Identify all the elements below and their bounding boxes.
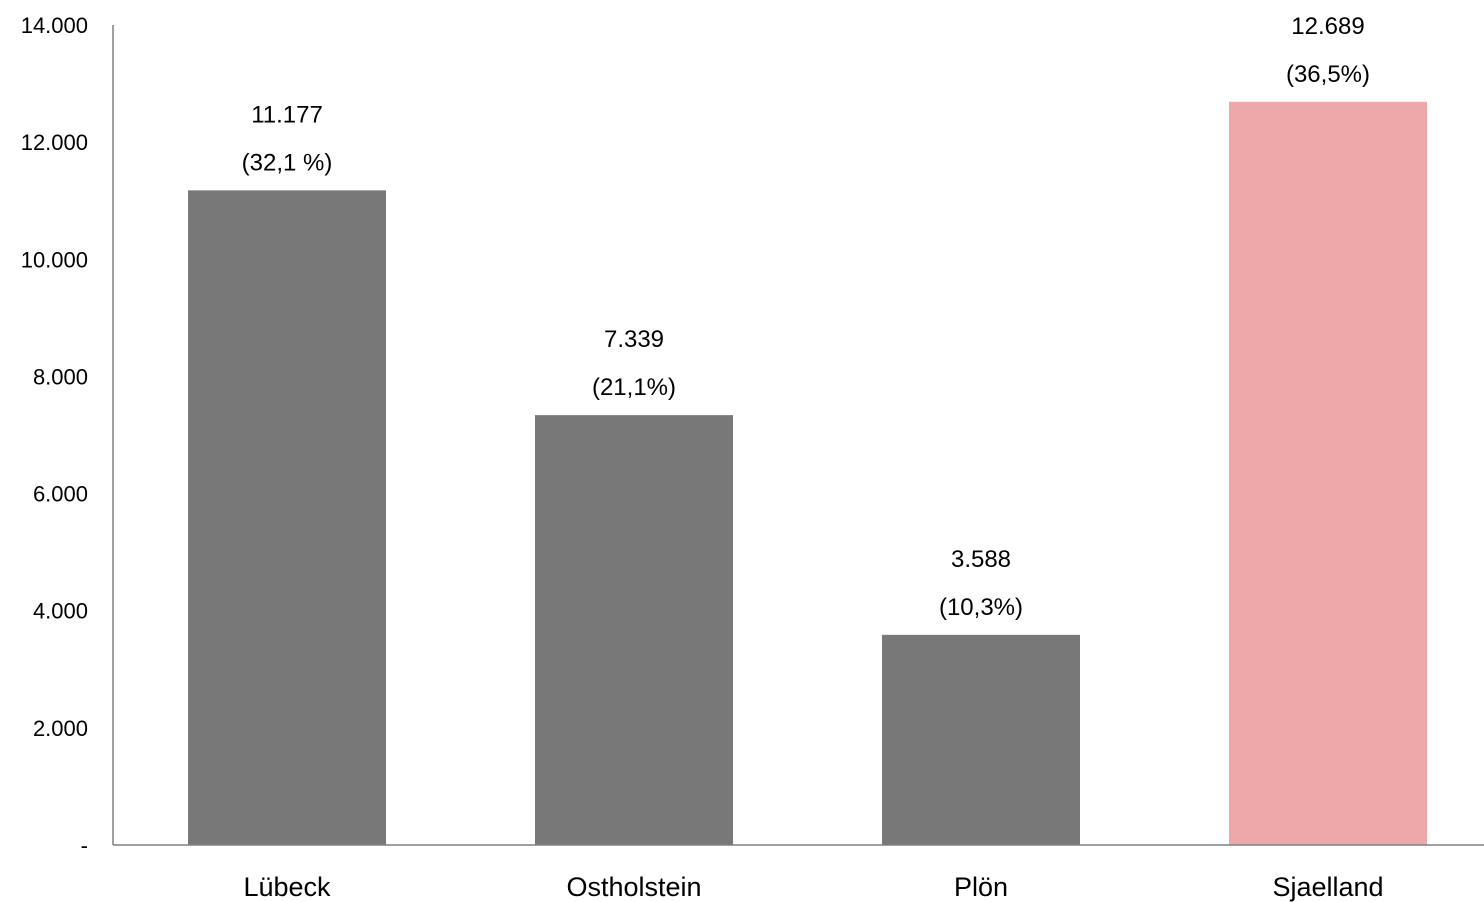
y-tick-label: 14.000 bbox=[21, 13, 88, 38]
value-label-sjaelland: 12.689 bbox=[1291, 13, 1364, 40]
category-label-ostholstein: Ostholstein bbox=[566, 872, 701, 902]
y-tick-label: 10.000 bbox=[21, 247, 88, 272]
category-label-lubeck: Lübeck bbox=[243, 872, 331, 902]
value-label-plon: 3.588 bbox=[951, 546, 1011, 573]
value-label-lubeck: 11.177 bbox=[251, 101, 323, 128]
y-tick-label: 2.000 bbox=[33, 716, 88, 741]
bar-plon bbox=[882, 634, 1080, 845]
bar-ostholstein bbox=[535, 415, 733, 845]
category-label-sjaelland: Sjaelland bbox=[1272, 872, 1383, 902]
category-label-plon: Plön bbox=[954, 872, 1008, 902]
y-tick-label: 8.000 bbox=[33, 364, 88, 389]
data-labels: 11.177 (32,1 %) 7.339 (21,1%) 3.588 (10,3%) 12… bbox=[242, 13, 1370, 621]
y-axis-ticks: - 2.000 4.000 6.000 8.000 10.000 12.000 14.000 bbox=[21, 13, 88, 858]
x-axis-labels: Lübeck Ostholstein Plön Sjaelland bbox=[243, 872, 1383, 902]
share-label-plon: (10,3%) bbox=[939, 594, 1023, 621]
bar-sjaelland bbox=[1229, 101, 1427, 846]
bars bbox=[188, 101, 1427, 846]
share-label-lubeck: (32,1 %) bbox=[242, 149, 333, 176]
bar-lubeck bbox=[188, 190, 386, 845]
y-tick-label: - bbox=[81, 833, 88, 858]
share-label-ostholstein: (21,1%) bbox=[592, 374, 676, 401]
y-tick-label: 6.000 bbox=[33, 482, 88, 507]
share-label-sjaelland: (36,5%) bbox=[1286, 61, 1370, 88]
value-label-ostholstein: 7.339 bbox=[604, 326, 664, 353]
y-tick-label: 12.000 bbox=[21, 130, 88, 155]
y-tick-label: 4.000 bbox=[33, 599, 88, 624]
